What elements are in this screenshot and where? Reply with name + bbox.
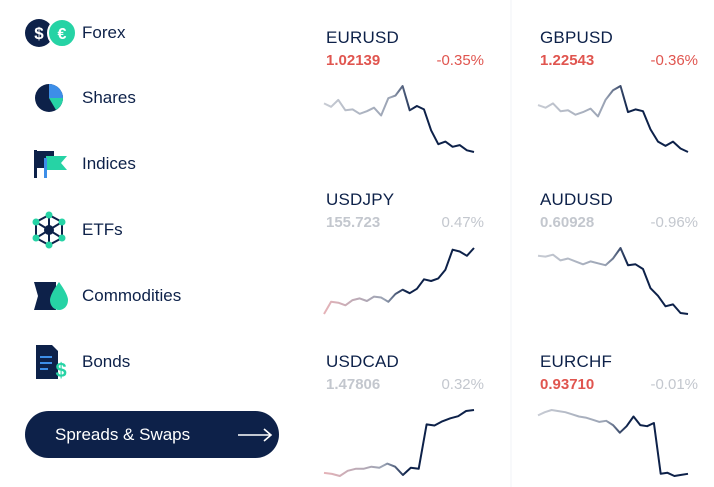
- sidebar-item-label: Bonds: [82, 352, 131, 371]
- instrument-change: 0.47%: [441, 214, 484, 231]
- instrument-grid: EURUSD 1.02139 -0.35% GBPUSD 1.22543 -0.…: [298, 0, 714, 487]
- instrument-symbol: USDJPY: [326, 190, 395, 209]
- instrument-card-eurchf[interactable]: EURCHF 0.93710 -0.01%: [512, 324, 714, 487]
- sparkline-chart: [323, 247, 475, 315]
- instrument-card-eurusd[interactable]: EURUSD 1.02139 -0.35%: [298, 0, 510, 162]
- sparkline-chart: [323, 409, 475, 477]
- flags-icon: [34, 150, 67, 178]
- forex-icon: $ €: [25, 18, 77, 48]
- instrument-symbol: AUDUSD: [540, 190, 613, 209]
- instrument-symbol: EURCHF: [540, 352, 613, 371]
- instrument-symbol: USDCAD: [326, 352, 399, 371]
- sparkline-path: [537, 247, 689, 315]
- network-icon: [32, 211, 66, 249]
- instrument-price: 0.93710: [540, 376, 595, 393]
- instrument-card-gbpusd[interactable]: GBPUSD 1.22543 -0.36%: [512, 0, 714, 162]
- sidebar-item-label: Commodities: [82, 286, 182, 305]
- instrument-card-audusd[interactable]: AUDUSD 0.60928 -0.96%: [512, 162, 714, 324]
- instrument-symbol: GBPUSD: [540, 28, 613, 47]
- svg-text:$: $: [34, 24, 44, 43]
- sidebar-item-label: Shares: [82, 88, 136, 107]
- instrument-change: 0.32%: [441, 376, 484, 393]
- sidebar-item-label: ETFs: [82, 220, 123, 239]
- sparkline-path: [323, 85, 475, 153]
- sparkline-path: [537, 409, 689, 477]
- svg-text:€: €: [58, 26, 67, 43]
- sparkline-path: [323, 247, 475, 315]
- instrument-card-usdcad[interactable]: USDCAD 1.47806 0.32%: [298, 324, 510, 487]
- instrument-price: 155.723: [326, 214, 381, 231]
- sparkline-chart: [537, 85, 689, 153]
- pie-chart-icon: [35, 84, 63, 112]
- instrument-change: -0.36%: [650, 52, 698, 69]
- sparkline-chart: [537, 247, 689, 315]
- sidebar-item-label: Indices: [82, 154, 136, 173]
- oil-drop-icon: [34, 282, 68, 310]
- instrument-price: 1.22543: [540, 52, 595, 69]
- sparkline-chart: [323, 85, 475, 153]
- spreads-swaps-button[interactable]: Spreads & Swaps: [25, 411, 279, 458]
- instrument-card-usdjpy[interactable]: USDJPY 155.723 0.47%: [298, 162, 510, 324]
- svg-text:$: $: [55, 360, 66, 381]
- sidebar-item-label: Forex: [82, 23, 126, 42]
- category-sidebar: $ € Forex Shares Indices: [0, 0, 298, 487]
- cta-label: Spreads & Swaps: [55, 424, 191, 444]
- sparkline-chart: [537, 409, 689, 477]
- instrument-price: 1.47806: [326, 376, 381, 393]
- instrument-change: -0.35%: [436, 52, 484, 69]
- sparkline-path: [323, 409, 475, 477]
- instrument-price: 0.60928: [540, 214, 595, 231]
- instrument-price: 1.02139: [326, 52, 381, 69]
- bond-document-icon: $: [36, 345, 67, 381]
- instrument-symbol: EURUSD: [326, 28, 399, 47]
- arrow-right-icon: [238, 428, 273, 442]
- sparkline-path: [537, 85, 689, 153]
- instrument-change: -0.01%: [650, 376, 698, 393]
- instrument-change: -0.96%: [650, 214, 698, 231]
